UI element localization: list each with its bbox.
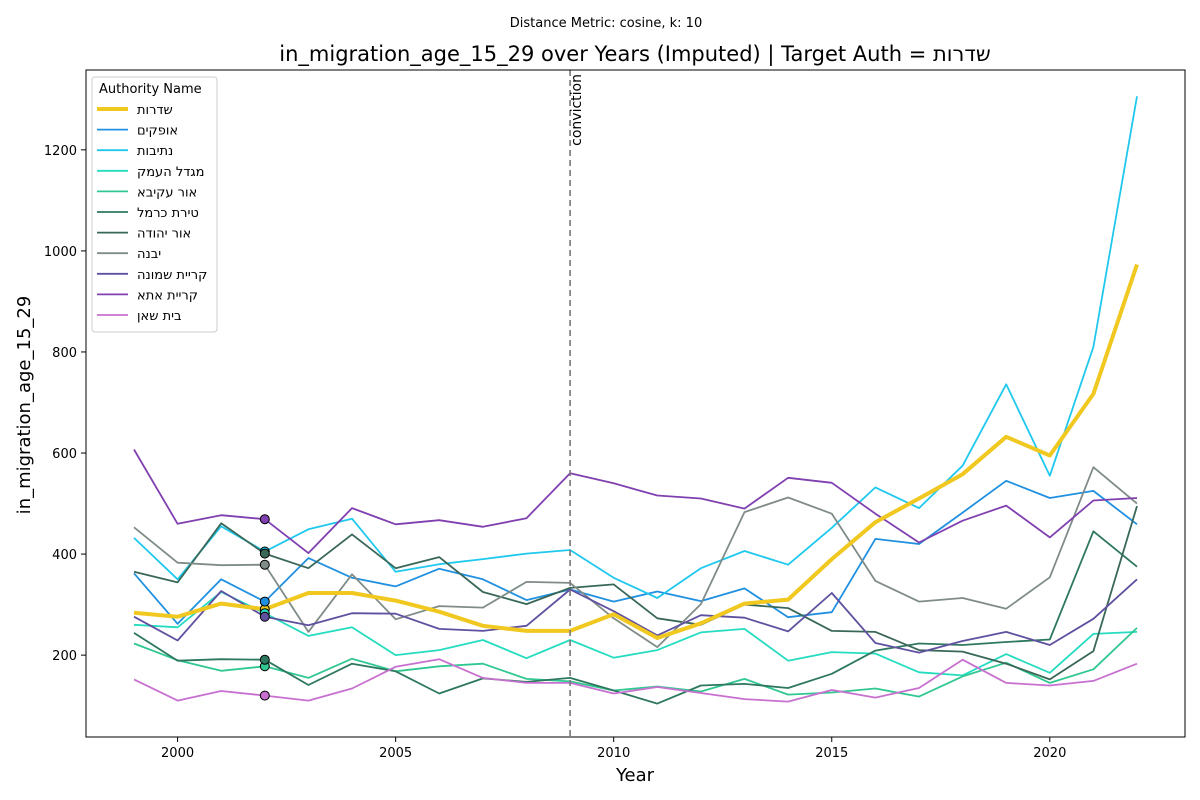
series-line [133, 578, 1138, 654]
series-line [133, 658, 1138, 703]
series-marker [259, 654, 270, 665]
legend-entry: בית שאן [137, 309, 182, 324]
legend-entry: יבנה [137, 247, 161, 262]
series-marker [259, 559, 270, 570]
legend-entry: טירת כרמל [137, 206, 199, 221]
legend-title: Authority Name [99, 82, 202, 97]
x-tick-label: 2010 [597, 746, 630, 761]
conviction-label: conviction [569, 74, 585, 146]
series-line [133, 530, 1138, 705]
series-marker [259, 596, 270, 607]
legend-box [91, 76, 218, 333]
y-tick-label: 200 [52, 649, 77, 664]
x-tick-label: 2020 [1033, 746, 1066, 761]
y-tick-label: 1000 [44, 245, 77, 260]
series-line [133, 466, 1138, 648]
x-tick-label: 2005 [379, 746, 412, 761]
marker-layer [259, 514, 270, 701]
series-marker [259, 514, 270, 525]
x-tick-label: 2015 [815, 746, 848, 761]
y-tick-label: 800 [52, 346, 77, 361]
series-line [133, 627, 1138, 698]
legend-entry: אופקים [137, 124, 178, 139]
series-line [133, 591, 1138, 677]
legend-entry: אור עקיבא [137, 185, 197, 200]
plot-border [85, 69, 1186, 738]
series-marker [259, 548, 270, 559]
chart-title: in_migration_age_15_29 over Years (Imput… [279, 42, 990, 67]
chart-suptitle: Distance Metric: cosine, k: 10 [510, 16, 702, 31]
plot-area: conviction [85, 69, 1186, 738]
y-tick-label: 400 [52, 548, 77, 563]
x-axis-label: Year [615, 765, 655, 786]
legend-entry: קריית אתא [137, 288, 198, 303]
series-layer [133, 96, 1139, 705]
y-axis-label: in_migration_age_15_29 [14, 296, 35, 515]
legend-entry: מגדל העמק [137, 165, 205, 180]
y-axis-ticks: 200 400 600 800 1000 1200 [44, 144, 86, 664]
x-tick-label: 2000 [161, 746, 194, 761]
legend-entry: שדרות [137, 103, 173, 118]
legend-entry: קריית שמונה [137, 268, 207, 283]
series-line [133, 263, 1139, 640]
series-marker [259, 611, 270, 622]
legend-items: שדרות אופקים נתיבות מגדל העמק אור עקיבא טירת … [97, 103, 207, 324]
y-tick-label: 1200 [44, 144, 77, 159]
series-line [133, 96, 1138, 599]
legend-entry: נתיבות [137, 144, 173, 159]
series-line [133, 505, 1138, 681]
series-marker [259, 690, 270, 701]
series-line [133, 449, 1138, 554]
legend-entry: אור יהודה [137, 227, 191, 242]
legend: Authority Name שדרות אופקים נתיבות מגדל העמ… [91, 76, 218, 333]
x-axis-ticks: 2000 2005 2010 2015 2020 [161, 737, 1066, 761]
y-tick-label: 600 [52, 447, 77, 462]
